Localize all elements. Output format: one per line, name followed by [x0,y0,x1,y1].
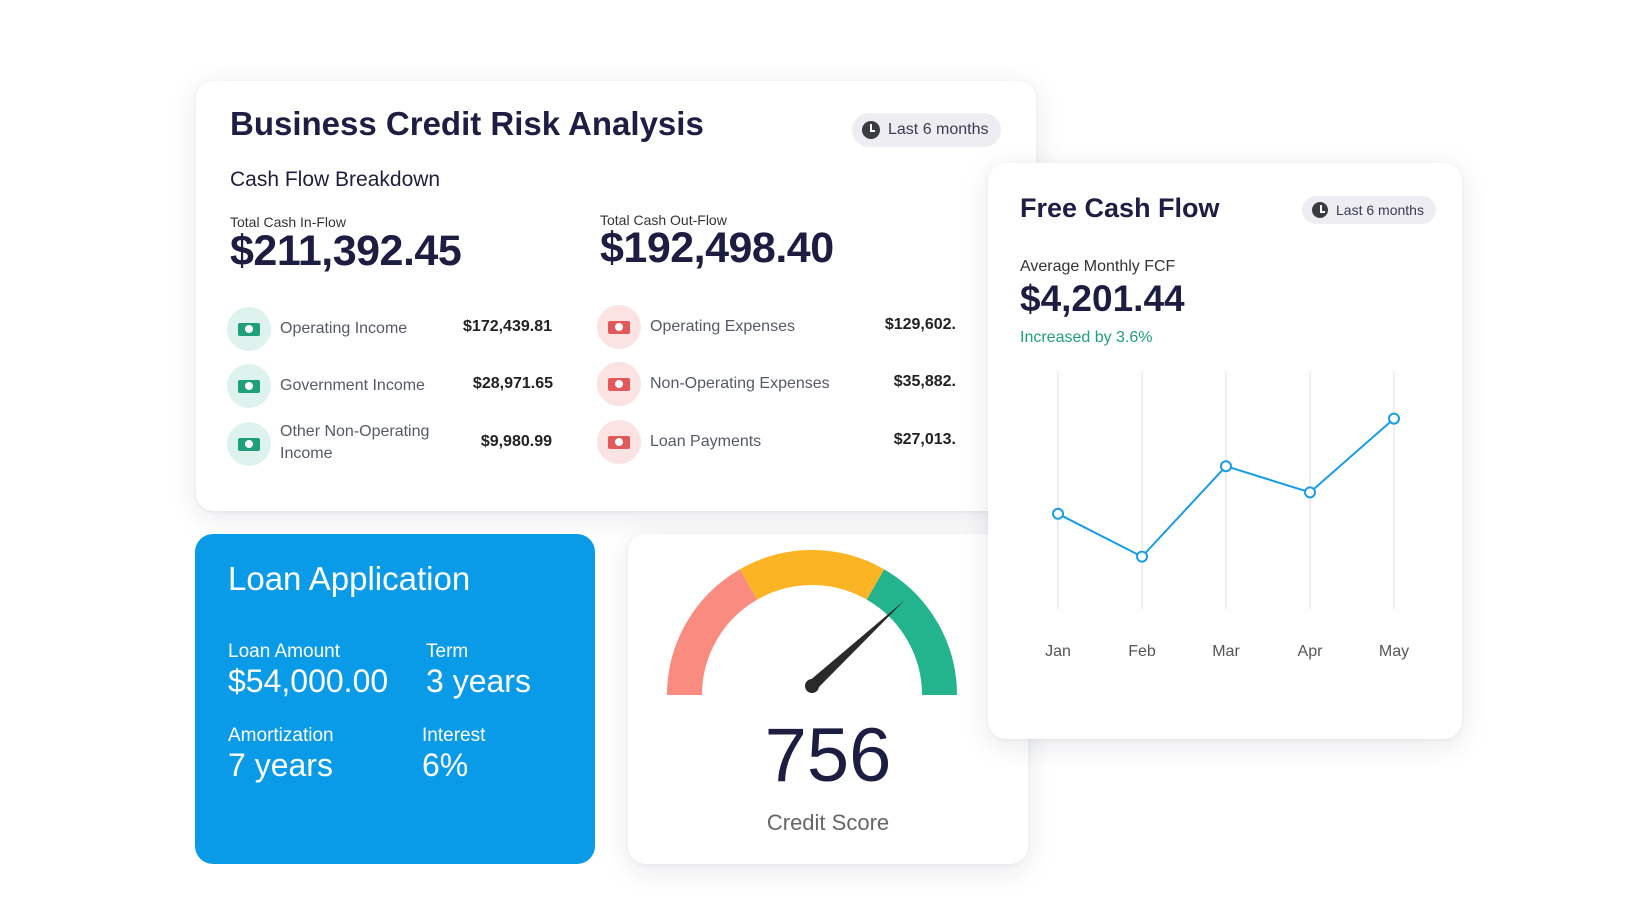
fcf-data-point [1136,550,1148,563]
outflow-label: Total Cash Out-Flow [600,212,727,228]
money-icon [597,305,641,349]
fcf-line-chart: Jan Feb Mar Apr May [1045,371,1409,660]
fcf-data-point [1052,507,1064,520]
money-icon [597,420,641,464]
outflow-total: $192,498.40 [600,224,834,272]
clock-icon [862,121,880,139]
money-icon [227,422,271,466]
x-tick-label: Mar [1212,643,1240,660]
money-icon [227,364,271,408]
gauge-segment-low [667,569,758,696]
inflow-item-value: $172,439.81 [463,318,552,335]
gauge-segment-mid [739,550,885,600]
outflow-item-value: $27,013. [893,431,956,448]
period-selector[interactable]: Last 6 months [852,113,1001,147]
outflow-item-label: Loan Payments [650,433,762,450]
outflow-item-label: Non-Operating Expenses [650,375,830,392]
inflow-total: $211,392.45 [230,227,462,275]
credit-score-value: 756 [764,713,892,798]
avg-fcf-label: Average Monthly FCF [1020,258,1176,275]
inflow-item-value: $28,971.65 [472,375,553,392]
outflow-item-value: $35,882. [893,373,956,390]
free-cash-flow-card: Free Cash Flow Last 6 months Average Mon… [988,163,1462,739]
fcf-change: Increased by 3.6% [1020,329,1153,346]
fcf-period-selector[interactable]: Last 6 months [1302,196,1436,224]
gauge-needle [808,600,905,690]
money-icon [597,362,641,406]
loan-amount-label: Loan Amount [228,641,340,662]
x-tick-label: Feb [1128,643,1156,660]
period-label: Last 6 months [888,121,989,138]
amortization-label: Amortization [228,725,334,746]
cash-flow-subtitle: Cash Flow Breakdown [230,168,441,191]
credit-gauge [667,550,957,696]
avg-fcf-value: $4,201.44 [1020,278,1185,319]
fcf-period-label: Last 6 months [1336,202,1424,218]
fcf-data-point [1388,412,1400,425]
loan-application-card: Loan Application Loan Amount $54,000.00 … [195,534,595,864]
credit-score-card: 756 Credit Score [628,534,1028,864]
fcf-data-point [1304,486,1316,499]
term-value: 3 years [426,663,531,699]
credit-risk-card: Business Credit Risk Analysis Last 6 mon… [196,81,1036,511]
outflow-item-value: $129,602. [884,316,956,333]
clock-icon [1312,202,1328,218]
inflow-item-value: $9,980.99 [480,433,552,450]
interest-value: 6% [422,747,469,783]
term-label: Term [426,641,469,662]
interest-label: Interest [422,725,486,746]
inflow-item-label: Operating Income [280,320,408,337]
inflow-label: Total Cash In-Flow [230,214,346,230]
fcf-title: Free Cash Flow [1020,193,1220,223]
outflow-item-label: Operating Expenses [650,318,795,335]
amortization-value: 7 years [228,747,333,783]
fcf-data-point [1220,460,1232,473]
credit-score-label: Credit Score [766,810,890,835]
inflow-item-label: Government Income [280,377,425,394]
inflow-item-label: Other Non-Operating Income [280,423,430,462]
loan-title: Loan Application [228,560,471,597]
gauge-segment-high [866,569,957,696]
gauge-pivot [805,679,819,693]
x-tick-label: Apr [1298,643,1324,660]
x-tick-label: May [1379,643,1409,660]
loan-amount-value: $54,000.00 [228,663,389,699]
credit-risk-title: Business Credit Risk Analysis [230,105,704,142]
money-icon [227,307,271,351]
x-tick-label: Jan [1045,643,1071,660]
